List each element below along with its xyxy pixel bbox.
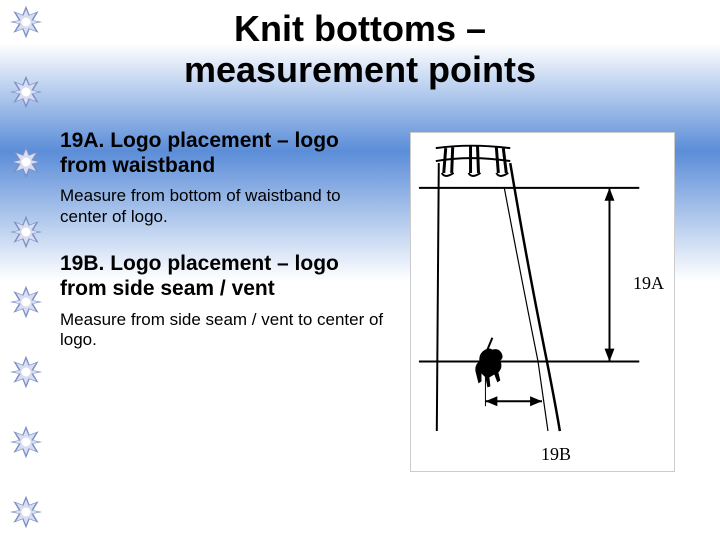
- heading-19a: 19A. Logo placement – logo from waistban…: [60, 128, 390, 178]
- diagram-label-19b: 19B: [541, 444, 571, 465]
- measurement-diagram: 19A 19B: [410, 132, 675, 472]
- text-content: 19A. Logo placement – logo from waistban…: [60, 128, 390, 350]
- title-line1: Knit bottoms –: [234, 8, 486, 49]
- slide-title: Knit bottoms – measurement points: [0, 8, 720, 91]
- diagram-label-19a: 19A: [633, 273, 664, 294]
- star-bullet-icon: [8, 284, 44, 320]
- star-bullet-icon: [8, 144, 44, 180]
- title-line2: measurement points: [184, 49, 536, 90]
- diagram-svg: [411, 133, 674, 471]
- body-19b: Measure from side seam / vent to center …: [60, 310, 390, 351]
- star-bullet-icon: [8, 214, 44, 250]
- heading-19b: 19B. Logo placement – logo from side sea…: [60, 251, 390, 301]
- body-19a: Measure from bottom of waistband to cent…: [60, 186, 390, 227]
- star-bullet-icon: [8, 424, 44, 460]
- star-bullet-icon: [8, 494, 44, 530]
- star-bullet-icon: [8, 354, 44, 390]
